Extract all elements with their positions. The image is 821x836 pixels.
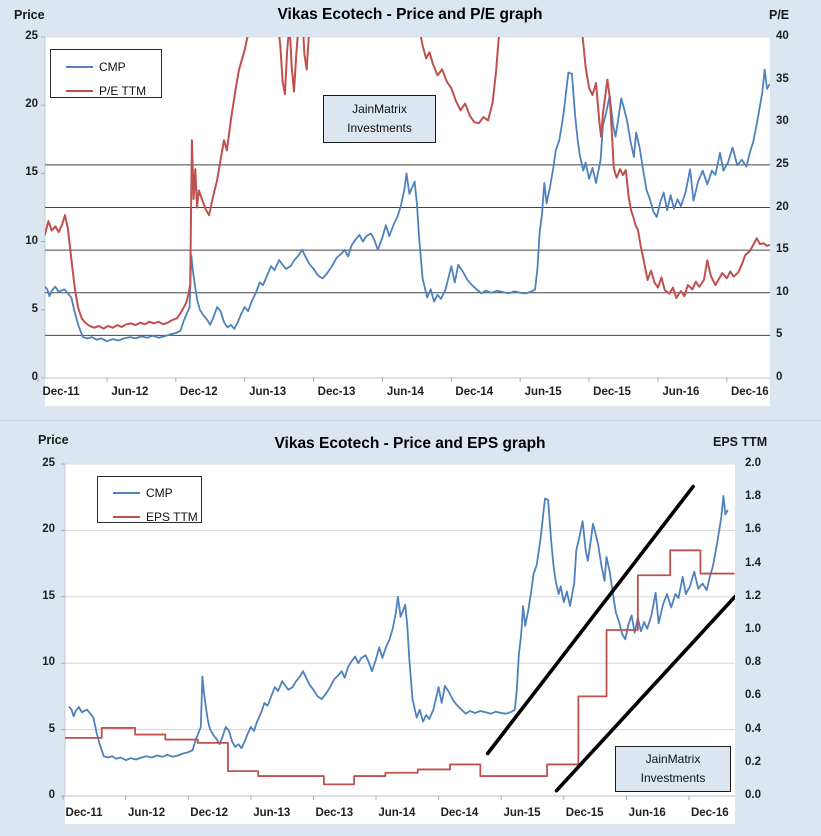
right-axis-tick-label: 0.2 [745, 755, 761, 768]
right-axis-title: EPS TTM [713, 435, 768, 449]
left-axis-tick-label: 25 [25, 30, 38, 42]
right-axis-tick-label: 15 [776, 243, 789, 256]
legend: CMP P/E TTM [50, 49, 162, 98]
left-axis-tick-label: 25 [42, 457, 55, 469]
eps-ttm-series-line [65, 549, 735, 786]
chart-title: Vikas Ecotech - Price and P/E graph [277, 6, 543, 23]
right-axis-tick-label: 0.8 [745, 656, 761, 669]
legend-label: CMP [99, 60, 126, 74]
jainmatrix-watermark-box: JainMatrix Investments [615, 746, 731, 792]
right-axis-tick-label: 1.4 [745, 556, 761, 569]
right-axis-tick-label: 2.0 [745, 457, 761, 469]
x-tick-label: Dec-13 [315, 807, 354, 819]
upper-channel-trendline [485, 484, 695, 756]
x-tick-label: Jun-15 [524, 386, 562, 398]
left-axis-tick-label: 15 [42, 589, 55, 602]
x-tick-label: Dec-14 [455, 386, 494, 398]
x-tick-label: Dec-14 [440, 807, 479, 819]
watermark-line2: Investments [347, 121, 412, 135]
right-axis-title: P/E [769, 8, 790, 22]
price-eps-chart: Price Vikas Ecotech - Price and EPS grap… [0, 420, 821, 836]
pe-ttm-line-swatch [66, 90, 93, 92]
right-axis-tick-label: 1.8 [745, 490, 761, 503]
left-axis-tick-label: 0 [48, 789, 55, 801]
right-axis-tick-label: 1.6 [745, 523, 761, 536]
x-tick-label: Dec-11 [65, 807, 103, 819]
legend-label: P/E TTM [99, 84, 147, 98]
x-tick-label: Jun-13 [249, 386, 287, 398]
x-tick-label: Dec-11 [42, 386, 80, 398]
left-axis-tick-label: 10 [25, 234, 38, 247]
right-axis-tick-label: 0.0 [745, 789, 761, 801]
left-axis-tick-label: 5 [48, 722, 55, 735]
right-axis-tick-label: 35 [776, 72, 789, 85]
left-axis-tick-label: 20 [42, 523, 55, 536]
x-tick-label: Dec-16 [690, 807, 729, 819]
lower-channel-trendline [554, 595, 735, 793]
right-axis-tick-label: 20 [776, 200, 789, 213]
left-axis-title: Price [38, 433, 69, 447]
legend-item-eps-ttm: EPS TTM [98, 505, 201, 529]
right-axis-tick-label: 30 [776, 115, 789, 128]
legend-item-cmp: CMP [98, 481, 201, 505]
x-tick-label: Dec-13 [317, 386, 356, 398]
x-tick-label: Dec-12 [179, 386, 218, 398]
right-axis-tick-label: 0.6 [745, 689, 761, 702]
eps-ttm-line-swatch [113, 516, 140, 518]
cmp-series-line [68, 495, 729, 761]
x-tick-label: Jun-16 [662, 386, 700, 398]
x-tick-label: Jun-15 [503, 807, 541, 819]
right-axis-tick-label: 0 [776, 371, 783, 383]
x-tick-label: Dec-12 [190, 807, 229, 819]
cmp-line-swatch [113, 492, 140, 494]
x-tick-label: Dec-16 [730, 386, 769, 398]
x-tick-label: Jun-14 [386, 386, 424, 398]
x-tick-label: Dec-15 [565, 807, 604, 819]
x-tick-label: Jun-12 [128, 807, 166, 819]
legend-item-pe-ttm: P/E TTM [51, 79, 161, 103]
right-axis-tick-label: 10 [776, 285, 789, 298]
right-axis-tick-label: 1.2 [745, 589, 761, 602]
x-tick-label: Jun-14 [378, 807, 416, 819]
legend-label: CMP [146, 486, 173, 500]
legend-label: EPS TTM [146, 510, 198, 524]
right-axis-tick-label: 0.4 [745, 722, 761, 735]
x-tick-label: Jun-13 [253, 807, 291, 819]
watermark-line1: JainMatrix [645, 752, 701, 767]
left-axis-tick-label: 15 [25, 166, 38, 179]
left-axis-tick-label: 10 [42, 656, 55, 669]
chart-title: Vikas Ecotech - Price and EPS graph [274, 435, 546, 452]
left-axis-tick-label: 5 [31, 302, 38, 315]
cmp-series-line [45, 68, 770, 343]
right-axis-tick-label: 25 [776, 157, 789, 170]
gridlines [65, 529, 735, 731]
left-axis-title: Price [14, 8, 45, 22]
left-axis-tick-label: 20 [25, 98, 38, 111]
legend: CMP EPS TTM [97, 476, 202, 524]
left-axis-tick-label: 0 [31, 371, 38, 383]
cmp-line-swatch [66, 66, 93, 68]
x-tick-label: Dec-15 [593, 386, 631, 398]
watermark-line1: JainMatrix [352, 102, 407, 117]
right-axis-tick-label: 5 [776, 328, 783, 341]
legend-item-cmp: CMP [51, 55, 161, 79]
jainmatrix-watermark-box: JainMatrix Investments [323, 95, 436, 143]
x-tick-label: Jun-16 [628, 807, 666, 819]
price-pe-plot [37, 36, 770, 406]
p-e-ttm-series-line [45, 37, 770, 330]
right-axis-tick-label: 40 [776, 30, 789, 42]
x-tick-label: Jun-12 [111, 386, 149, 398]
watermark-line2: Investments [640, 771, 706, 785]
price-pe-chart: Price Vikas Ecotech - Price and P/E grap… [14, 6, 790, 406]
right-axis-tick-label: 1.0 [745, 623, 761, 635]
